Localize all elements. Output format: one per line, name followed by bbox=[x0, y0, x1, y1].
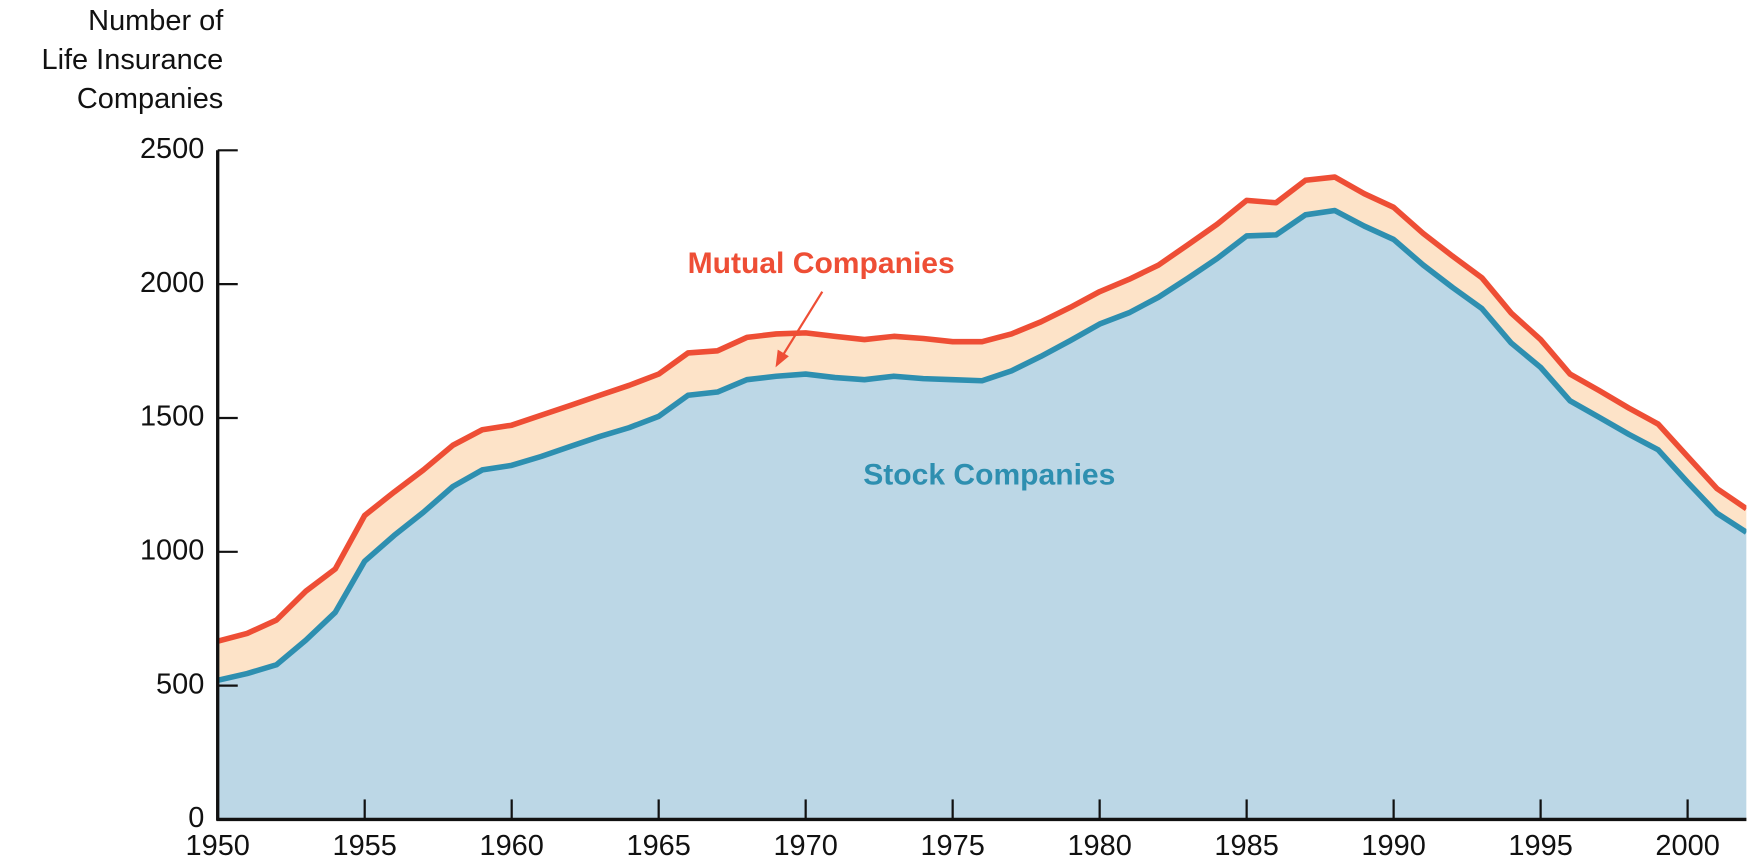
x-tick-label: 1960 bbox=[479, 830, 543, 862]
series-label: Mutual Companies bbox=[688, 247, 955, 280]
plot-area bbox=[217, 174, 1747, 820]
x-tick-label: 1985 bbox=[1214, 830, 1278, 862]
line bbox=[217, 207, 1747, 683]
x-tick-label: 1950 bbox=[186, 830, 250, 862]
line bbox=[217, 174, 1747, 644]
x-tick-label: 2000 bbox=[1655, 830, 1719, 862]
x-tick-label: 1955 bbox=[333, 830, 397, 862]
y-tick-label: 1500 bbox=[140, 401, 204, 433]
x-tick-label: 1965 bbox=[626, 830, 690, 862]
x-tick-label: 1990 bbox=[1361, 830, 1425, 862]
y-axis-label: Number of bbox=[88, 5, 224, 37]
arrow-head bbox=[775, 349, 789, 368]
area bbox=[217, 177, 1747, 681]
annotation-arrow bbox=[781, 291, 824, 357]
x-tick-label: 1995 bbox=[1508, 830, 1572, 862]
y-tick-label: 1000 bbox=[140, 534, 204, 566]
x-tick-label: 1975 bbox=[920, 830, 984, 862]
area bbox=[217, 210, 1747, 820]
y-tick-label: 2500 bbox=[140, 133, 204, 165]
y-tick-label: 500 bbox=[156, 668, 204, 700]
x-tick-label: 1970 bbox=[773, 830, 837, 862]
y-tick-label: 2000 bbox=[140, 267, 204, 299]
y-tick-label: 0 bbox=[188, 802, 204, 834]
series-label: Stock Companies bbox=[863, 458, 1115, 491]
y-axis-label: Life Insurance bbox=[41, 44, 223, 76]
y-axis-label: Companies bbox=[77, 83, 223, 115]
x-tick-label: 1980 bbox=[1067, 830, 1131, 862]
